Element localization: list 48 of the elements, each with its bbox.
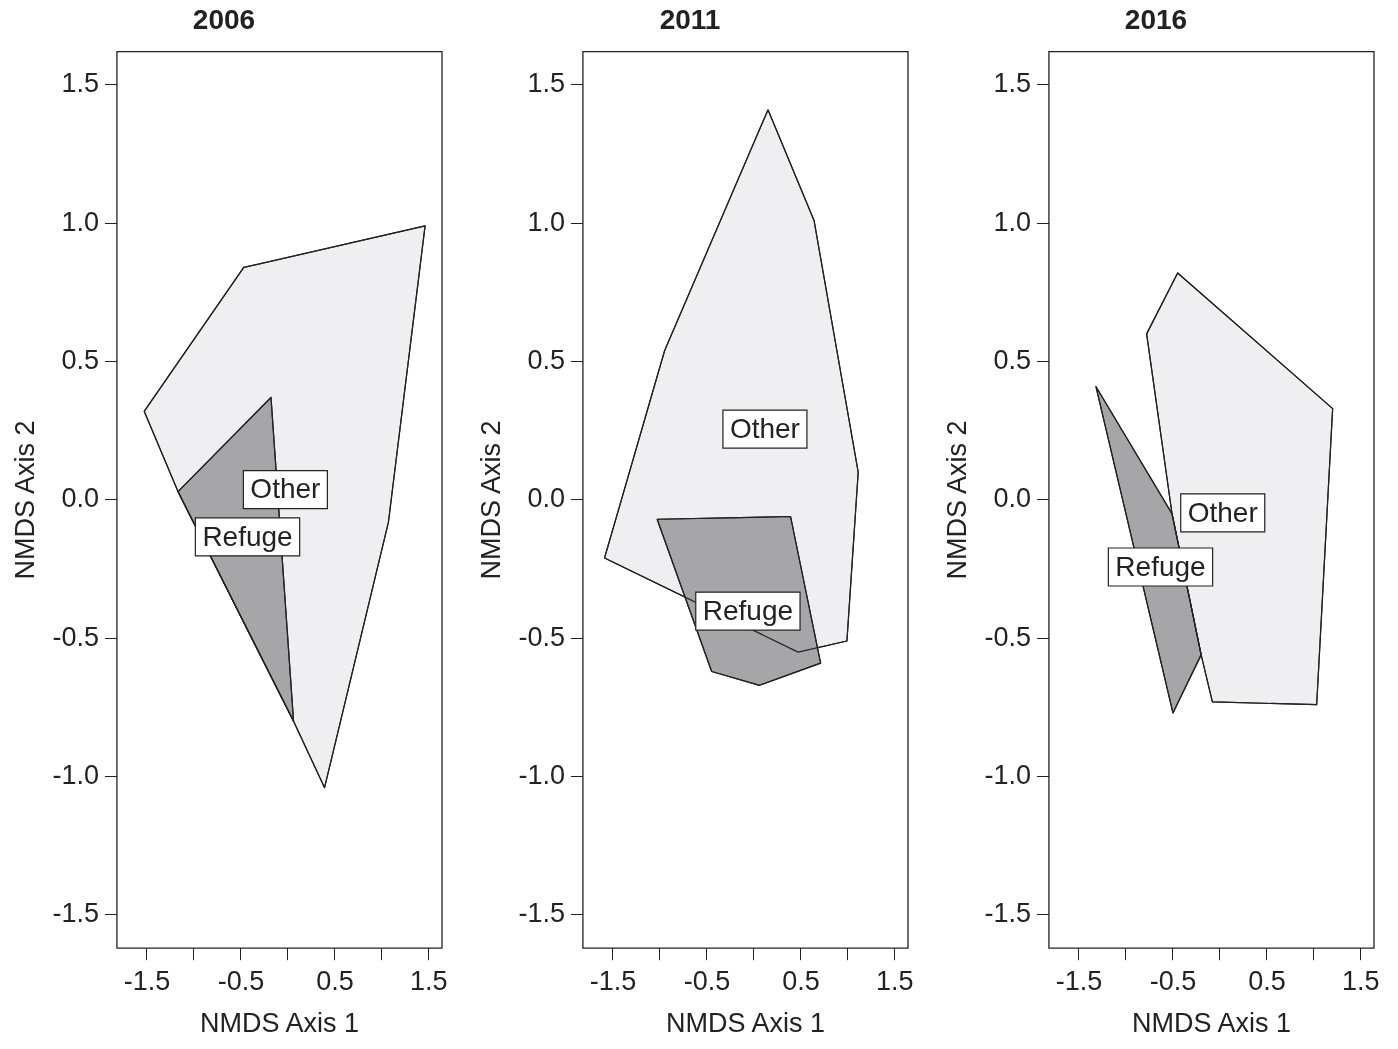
x-tick-label: 0.5	[316, 965, 354, 996]
y-axis-title: NMDS Axis 2	[475, 420, 506, 580]
y-tick-label: 1.5	[993, 68, 1031, 99]
legend-label: Refuge	[1115, 550, 1206, 582]
x-tick-label: 1.5	[876, 965, 914, 996]
x-tick-label: -0.5	[1149, 965, 1197, 996]
chart-title: 2006	[192, 3, 256, 35]
x-tick-label: -0.5	[683, 965, 731, 996]
y-tick-label: 0.5	[61, 344, 99, 375]
series-label: Refuge	[702, 594, 794, 626]
x-tick-label: 1.5	[1342, 965, 1380, 996]
x-tick-label: -0.5	[217, 965, 265, 996]
y-tick-label: 1.5	[61, 68, 99, 99]
y-tick-label: -1.5	[518, 898, 565, 929]
x-tick-label: -1.5	[589, 965, 637, 996]
y-axis-title: NMDS Axis 2	[941, 420, 972, 580]
x-tick-label: 1.5	[410, 965, 448, 996]
y-tick-label: -0.5	[984, 621, 1031, 652]
x-tick-label: -1.5	[123, 965, 171, 996]
series-label: Other	[1187, 496, 1258, 528]
y-tick-label: -1.0	[984, 760, 1031, 791]
y-tick-label: 1.5	[527, 68, 565, 99]
x-tick-label: 0.5	[1248, 965, 1286, 996]
y-tick-label: 0.0	[527, 483, 565, 514]
x-axis-title: NMDS Axis 1	[665, 1008, 825, 1039]
y-tick-label: 1.0	[527, 206, 565, 237]
y-tick-label: -1.0	[518, 760, 565, 791]
series-label: Other	[250, 473, 321, 505]
y-tick-label: -1.5	[52, 898, 99, 929]
x-axis-title: NMDS Axis 1	[199, 1008, 359, 1039]
y-tick-label: 0.5	[993, 344, 1031, 375]
chart-title: 2011	[659, 3, 721, 35]
x-tick-label: -1.5	[1055, 965, 1103, 996]
x-tick-label: 0.5	[782, 965, 820, 996]
y-tick-label: 0.5	[527, 344, 565, 375]
y-tick-label: 0.0	[993, 483, 1031, 514]
y-tick-label: -0.5	[518, 621, 565, 652]
y-tick-label: 1.0	[993, 206, 1031, 237]
y-tick-label: -0.5	[52, 621, 99, 652]
y-tick-label: 0.0	[61, 483, 99, 514]
chart-title: 2016	[1124, 3, 1188, 35]
y-axis-title: NMDS Axis 2	[9, 420, 40, 580]
y-tick-label: -1.5	[984, 898, 1031, 929]
legend-label: Refuge	[202, 520, 293, 552]
x-axis-title: NMDS Axis 1	[1131, 1008, 1291, 1039]
y-tick-label: 1.0	[61, 206, 99, 237]
y-tick-label: -1.0	[52, 760, 99, 791]
series-label: Other	[729, 412, 800, 444]
